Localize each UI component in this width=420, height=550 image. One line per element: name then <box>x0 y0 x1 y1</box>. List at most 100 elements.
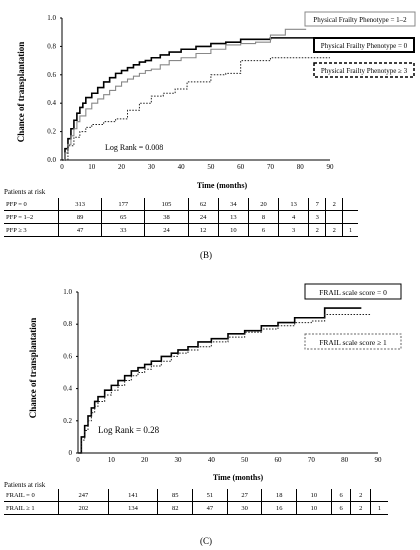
y-tick-labels: 0.0 0.2 0.4 0.6 0.8 1.0 <box>47 14 62 164</box>
x-tick-label: 30 <box>148 163 156 171</box>
legend-frail-1: FRAIL scale score ≥ 1 <box>304 333 402 350</box>
risk-cell: 30 <box>227 501 263 515</box>
x-tick-label: 90 <box>375 456 383 464</box>
x-tick-label: 70 <box>308 456 316 464</box>
y-tick-label: 1.0 <box>47 14 56 22</box>
risk-cell: 3 <box>308 210 327 224</box>
y-tick-label: 0.8 <box>63 320 72 328</box>
risk-cell: 6 <box>331 501 352 515</box>
panel-label-c: (C) <box>200 536 212 546</box>
x-tick-label: 60 <box>275 456 283 464</box>
risk-cell: 65 <box>101 210 146 224</box>
y-tick-label: 0.6 <box>47 71 56 79</box>
risk-cell: 38 <box>144 210 189 224</box>
y-tick-label: 0.8 <box>47 42 56 50</box>
risk-cell <box>343 211 358 224</box>
legend-label: Physical Frailty Phenotype = 0 <box>321 42 408 50</box>
risk-cell: 12 <box>188 223 219 237</box>
km-chart-pfp: 0.0 0.2 0.4 0.6 0.8 1.0 0 10 20 30 40 50 60 70 80 90 C… <box>16 11 416 190</box>
x-tick-label: 70 <box>267 163 275 171</box>
risk-cell: 16 <box>261 501 298 515</box>
risk-cell: 2 <box>350 501 372 515</box>
risk-table-title: Patients at risk <box>4 188 46 196</box>
risk-cell: 134 <box>108 501 159 515</box>
risk-cell: 62 <box>188 198 219 211</box>
risk-cell: 2 <box>308 223 327 237</box>
legend-label: FRAIL scale score = 0 <box>319 288 387 297</box>
risk-cell: 47 <box>192 501 228 515</box>
risk-cell: 20 <box>248 198 280 211</box>
y-tick-label: 0.2 <box>63 417 72 425</box>
survival-curve <box>62 37 325 161</box>
x-tick-label: 0 <box>60 163 64 171</box>
legend-pfp-3: Physical Frailty Phenotype ≥ 3 <box>313 62 415 78</box>
legend-label: Physical Frailty Phenotype ≥ 3 <box>321 67 408 75</box>
risk-cell: 10 <box>218 223 249 237</box>
risk-table-pfp: PFP = 0 313 177 105 62 34 20 13 7 2 PFP = 1–2 89 65 3… <box>4 198 358 237</box>
risk-row: PFP = 0 313 177 105 62 34 20 13 7 2 <box>4 198 358 211</box>
risk-cell: 33 <box>101 223 146 237</box>
panel-label-b: (B) <box>200 250 212 260</box>
risk-row: FRAIL = 0 247 141 85 51 27 18 10 6 2 <box>4 489 388 502</box>
risk-cell: 6 <box>331 489 352 502</box>
axes <box>61 18 330 161</box>
risk-row-label: PFP = 1–2 <box>4 210 59 224</box>
x-tick-label: 20 <box>141 456 149 464</box>
x-tick-label: 30 <box>175 456 183 464</box>
risk-cell: 10 <box>296 501 332 515</box>
x-tick-label: 20 <box>118 163 126 171</box>
x-tick-label: 10 <box>108 456 116 464</box>
risk-row-label: FRAIL ≥ 1 <box>4 501 59 515</box>
y-tick-label: 0.4 <box>47 99 56 107</box>
risk-cell: 27 <box>227 489 263 502</box>
x-tick-labels: 0 10 20 30 40 50 60 70 80 90 <box>60 163 334 171</box>
risk-cell: 3 <box>278 223 310 237</box>
legend-label: FRAIL scale score ≥ 1 <box>319 338 387 347</box>
x-axis-label: Time (months) <box>213 473 264 482</box>
risk-row: PFP ≥ 3 47 33 24 12 10 6 3 2 2 1 <box>4 223 358 237</box>
x-tick-label: 10 <box>88 163 96 171</box>
risk-cell: 313 <box>58 198 103 211</box>
log-rank-annotation: Log Rank = 0.008 <box>105 143 163 152</box>
survival-curves <box>62 28 330 161</box>
legend-pfp-1-2: Physical Frailty Phenotype = 1–2 <box>304 11 416 27</box>
axes <box>77 292 378 454</box>
x-tick-label: 90 <box>327 163 335 171</box>
risk-cell: 13 <box>218 210 249 224</box>
risk-cell: 177 <box>101 198 146 211</box>
risk-cell: 2 <box>350 489 372 502</box>
legend-label: Physical Frailty Phenotype = 1–2 <box>313 16 407 24</box>
risk-cell: 202 <box>58 501 109 515</box>
y-tick-label: 0.0 <box>47 156 56 164</box>
risk-row-label: PFP = 0 <box>4 198 59 211</box>
risk-table-frail: FRAIL = 0 247 141 85 51 27 18 10 6 2 FRAIL ≥ 1 202 1… <box>4 489 388 515</box>
y-axis-label: Chance of transplantation <box>16 42 26 143</box>
y-axis-label: Chance of transplantation <box>28 318 38 419</box>
legend-frail-0: FRAIL scale score = 0 <box>304 283 402 300</box>
risk-cell <box>343 198 358 211</box>
risk-cell: 8 <box>248 210 280 224</box>
y-tick-label: 0.6 <box>63 352 72 360</box>
y-tick-label: 0 <box>69 449 73 457</box>
x-axis-label: Time (months) <box>197 181 248 190</box>
x-tick-label: 0 <box>76 456 80 464</box>
risk-table-title: Patients at risk <box>4 481 46 489</box>
risk-cell: 34 <box>218 198 249 211</box>
x-tick-label: 60 <box>237 163 245 171</box>
survival-curve <box>62 28 307 161</box>
x-tick-label: 80 <box>341 456 349 464</box>
log-rank-annotation: Log Rank = 0.28 <box>98 425 160 435</box>
risk-cell: 47 <box>58 223 103 237</box>
risk-cell: 105 <box>144 198 189 211</box>
risk-cell: 24 <box>188 210 219 224</box>
x-tick-label: 40 <box>178 163 186 171</box>
x-tick-label: 40 <box>208 456 216 464</box>
km-chart-frail: 0 0.2 0.4 0.6 0.8 1.0 0 10 20 30 40 50 60 70 80 90 Cha… <box>28 283 402 482</box>
y-tick-label: 0.4 <box>63 385 72 393</box>
risk-cell: 4 <box>278 210 310 224</box>
risk-cell: 24 <box>144 223 189 237</box>
x-tick-label: 50 <box>241 456 249 464</box>
risk-cell: 141 <box>108 489 159 502</box>
risk-cell: 18 <box>261 489 298 502</box>
risk-row-label: FRAIL = 0 <box>4 489 59 502</box>
